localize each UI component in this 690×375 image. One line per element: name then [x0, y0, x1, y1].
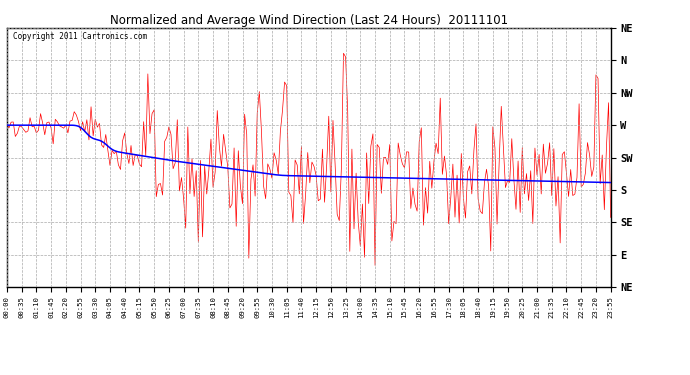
Text: Copyright 2011 Cartronics.com: Copyright 2011 Cartronics.com	[13, 32, 147, 41]
Title: Normalized and Average Wind Direction (Last 24 Hours)  20111101: Normalized and Average Wind Direction (L…	[110, 14, 508, 27]
